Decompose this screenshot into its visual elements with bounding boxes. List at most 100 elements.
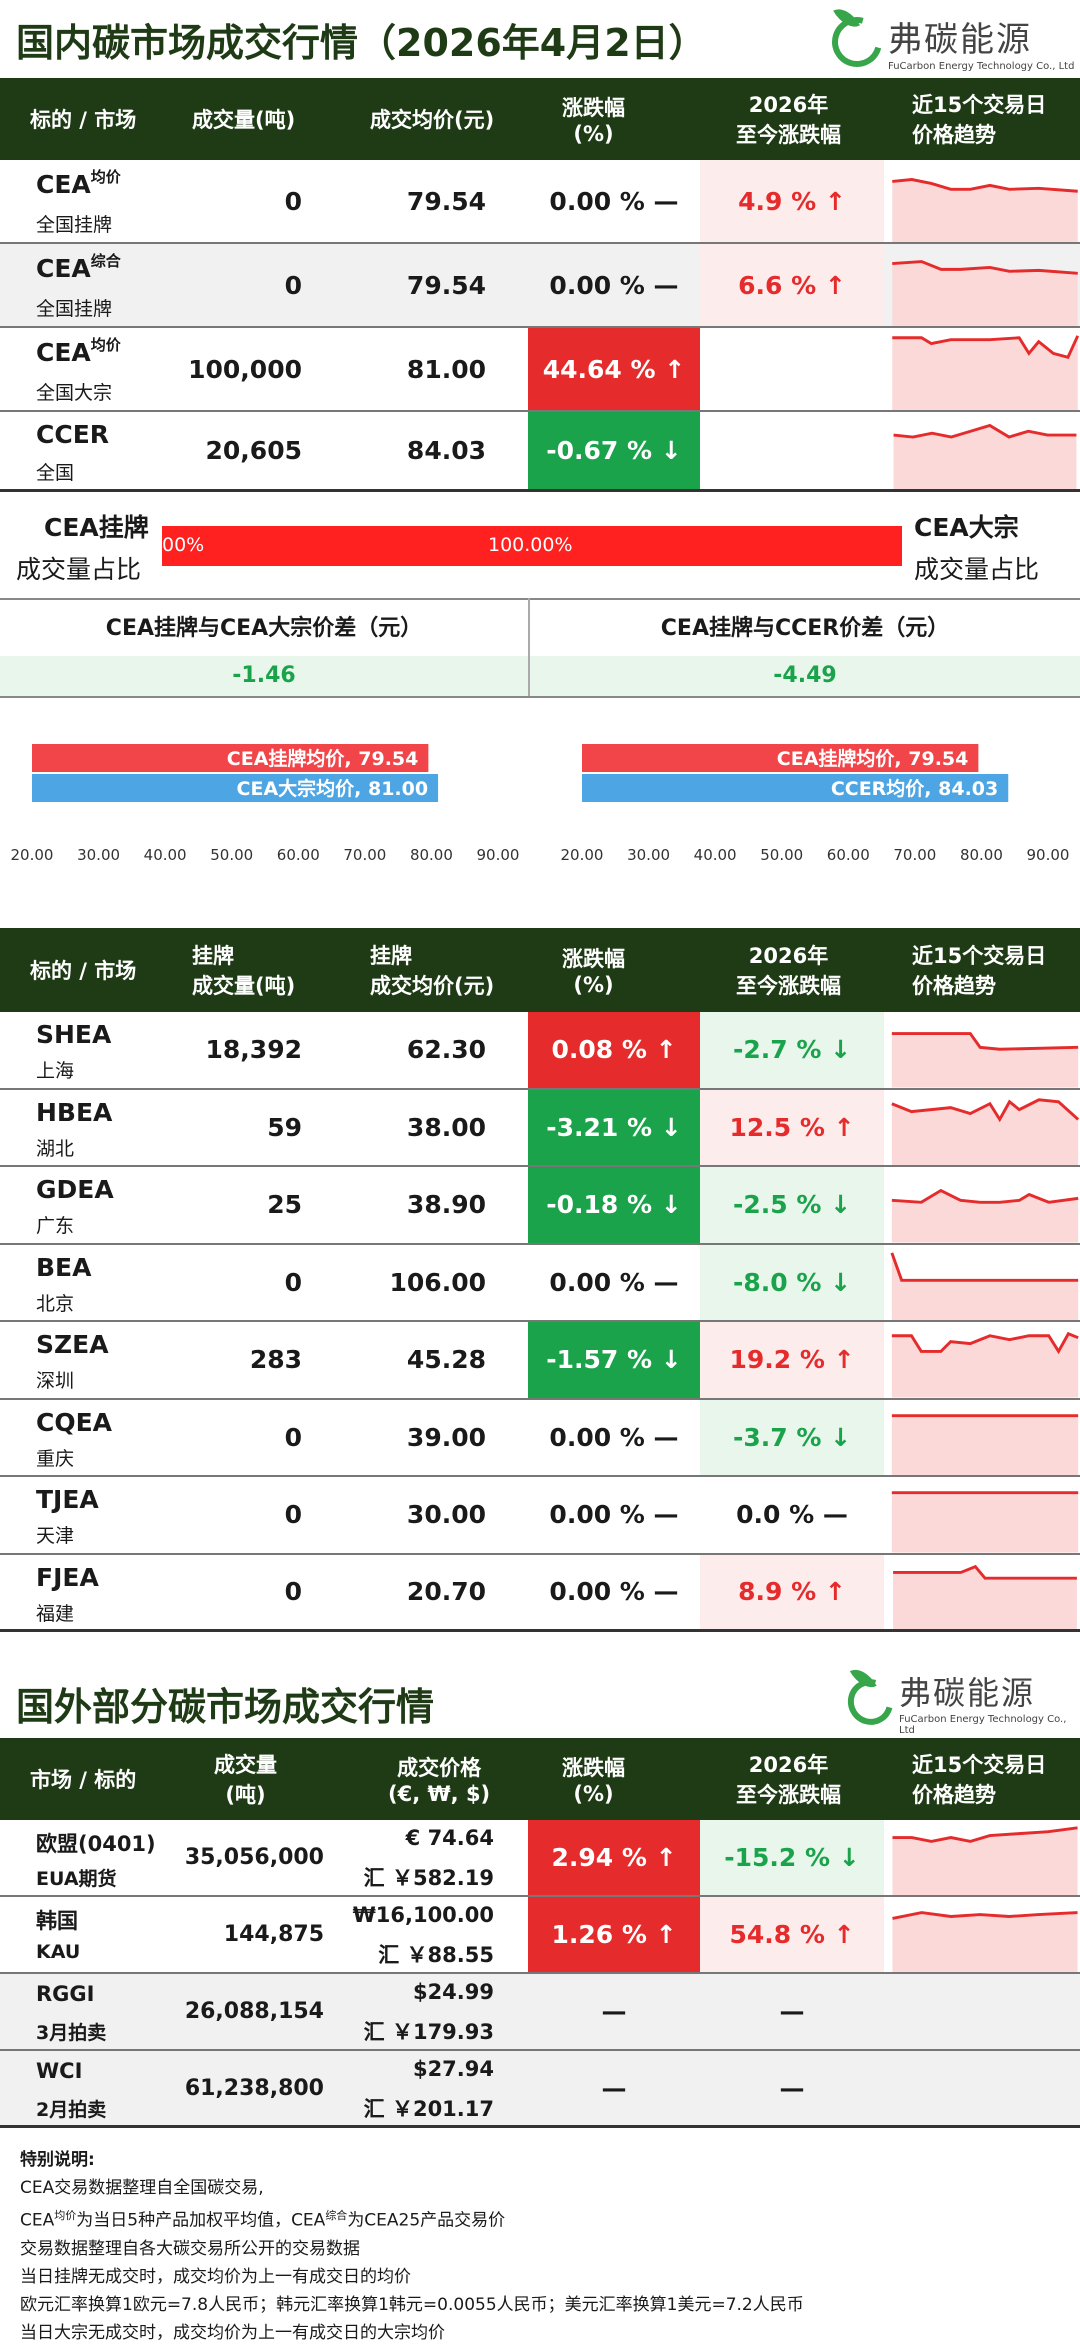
axis-tick-label: 30.00 [77,846,120,864]
trend-sparkline [893,1564,1077,1629]
row-change: 1.26 % ↑ [528,1897,700,1972]
row-volume: 0 [284,1500,302,1530]
row-symbol: SHEA [36,1020,112,1049]
row-market: 广东 [36,1215,75,1237]
table-row: SHEA 上海 18,392 62.30 0.08 % ↑ -2.7 % ↓ [0,1012,1080,1090]
note-line: 当日大宗无成交时，成交均价为上一有成交日的大宗均价 [20,2322,445,2343]
row-price: € 74.64 [405,1826,494,1850]
row-ytd: -2.7 % ↓ [700,1012,884,1088]
row-change: 0.00 % — [549,1500,679,1530]
row-market: 全国挂牌 [36,298,113,320]
note-line: 当日挂牌无成交时，成交均价为上一有成交日的均价 [20,2266,411,2287]
row-price: 84.03 [406,436,486,465]
header-ytd: 2026年 至今涨跌幅 [736,1753,841,1807]
notes-title: 特别说明: [20,2150,95,2170]
row-ytd: 8.9 % ↑ [700,1554,884,1629]
note-line: 欧元汇率换算1欧元=7.8人民币；韩元汇率换算1韩元=0.0055人民币；美元汇… [20,2294,804,2315]
row-ytd: 54.8 % ↑ [700,1897,884,1972]
row-change: 44.64 % ↑ [528,328,700,410]
row-market: 全国挂牌 [36,214,113,236]
row-change: -0.67 % ↓ [528,412,700,489]
row-price: 30.00 [406,1500,486,1530]
table-row: CEA均价 全国大宗 100,000 81.00 44.64 % ↑ [0,328,1080,412]
trend-sparkline [893,423,1077,489]
row-volume: 25 [267,1190,302,1220]
axis-tick-label: 90.00 [477,846,520,864]
row-symbol: TJEA [36,1485,99,1514]
price-compare-chart-1: CEA挂牌均价, 79.54 CEA大宗均价, 81.00 20.00 30.00 40… [11,744,520,864]
row-volume: 18,392 [205,1035,302,1065]
trend-sparkline [892,335,1080,410]
trend-sparkline [891,1331,1079,1398]
foreign-title: 国外部分碳市场成交行情 [16,1685,435,1729]
spread-label-1: CEA挂牌与CEA大宗价差（元） [105,616,423,641]
header-volume: 挂牌 成交量(吨) [192,944,296,998]
share-bar-left-value: 00% [162,534,205,556]
share-left-sublabel: 成交量占比 [16,555,142,584]
logo: 弗碳能源 FuCarbon Energy Technology Co., Ltd [822,7,1074,77]
header-volume: 成交量(吨) [192,108,296,132]
row-price: 20.70 [406,1577,486,1607]
row-product: 3月拍卖 [36,2022,107,2044]
row-market: 重庆 [36,1447,75,1470]
row-change: 2.94 % ↑ [528,1820,700,1895]
axis-tick-label: 20.00 [11,846,54,864]
price-compare-chart-2: CEA挂牌均价, 79.54 CCER均价, 84.03 20.00 30.00 40.… [561,744,1069,864]
row-volume: 0 [284,186,302,216]
row-symbol: HBEA [36,1097,113,1127]
row-change: -1.57 % ↓ [528,1322,700,1398]
row-ytd [700,328,884,410]
note-line: CEA均价为当日5种产品加权平均值，CEA综合为CEA25产品交易价 [20,2209,506,2231]
axis-tick-label: 80.00 [410,846,453,864]
row-change: 0.00 % — [549,1267,679,1297]
row-symbol: SZEA [36,1330,109,1359]
row-price: 39.00 [406,1422,486,1452]
row-price: ₩16,100.00 [352,1903,494,1927]
row-symbol: GDEA [36,1175,114,1204]
header-trend: 近15个交易日 价格趋势 [912,1753,1047,1807]
row-ytd: 6.6 % ↑ [700,244,884,326]
row-price: 38.00 [406,1112,486,1142]
header-price: 成交价格 (€, ₩, $) [388,1756,491,1806]
row-price: 45.28 [406,1345,486,1375]
bar-listed [32,744,429,772]
axis-tick-label: 40.00 [694,846,737,864]
header-change: 涨跌幅 (%) [562,947,625,997]
row-price: 106.00 [389,1267,486,1297]
trend-sparkline [892,1826,1078,1895]
row-product: KAU [36,1941,81,1963]
row-market: 全国 [36,462,75,484]
row-volume: 26,088,154 [184,1999,324,2024]
bar-label: CEA大宗均价, 81.00 [237,777,429,800]
header-ytd: 2026年 至今涨跌幅 [736,944,841,998]
spread-value-1: -1.46 [0,656,528,696]
row-symbol: CQEA [36,1407,113,1437]
axis-tick-label: 40.00 [144,846,187,864]
bar-label: CCER均价, 84.03 [831,777,998,800]
row-change: 0.00 % — [549,1577,679,1607]
row-volume: 35,056,000 [184,1845,324,1870]
row-symbol: CEA综合 [36,252,121,283]
row-market: 天津 [36,1525,75,1547]
row-volume: 0 [284,270,302,300]
logo-subtext: FuCarbon Energy Technology Co., Ltd [899,1714,1067,1736]
axis-tick-label: 70.00 [893,846,936,864]
fucarbon-logo-icon [822,7,892,77]
header-symbol: 标的 / 市场 [30,108,137,132]
trend-sparkline [891,1491,1079,1553]
row-price: 79.54 [406,270,486,300]
row-volume: 0 [284,1577,302,1607]
trend-sparkline [892,1911,1078,1972]
bar-listed [582,744,979,772]
row-ytd: 4.9 % ↑ [700,160,884,242]
row-market: WCI [36,2059,83,2083]
row-market: 韩国 [36,1909,78,1933]
note-line: 交易数据整理自各大碳交易所公开的交易数据 [20,2238,360,2259]
row-market: 福建 [36,1602,75,1625]
axis-tick-label: 60.00 [277,846,320,864]
row-price-rmb: 汇 ￥582.19 [363,1866,494,1890]
bar-label: CEA挂牌均价, 79.54 [227,747,419,770]
row-volume: 144,875 [223,1922,324,1947]
header-change: 涨跌幅 (%) [562,1756,625,1806]
notes: 特别说明: CEA交易数据整理自全国碳交易, CEA均价为当日5种产品加权平均值… [20,2146,1060,2347]
